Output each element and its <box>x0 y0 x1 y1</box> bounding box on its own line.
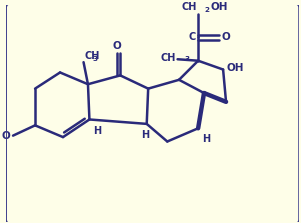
Text: CH: CH <box>84 51 100 61</box>
Text: O: O <box>2 131 11 141</box>
Text: H: H <box>202 134 210 144</box>
Text: C: C <box>188 32 196 42</box>
Text: OH: OH <box>227 63 244 73</box>
Text: O: O <box>221 32 230 42</box>
Text: 3: 3 <box>184 56 189 62</box>
Text: H: H <box>141 130 149 140</box>
Text: CH: CH <box>161 53 176 63</box>
Text: OH: OH <box>210 2 228 12</box>
Text: O: O <box>112 41 121 51</box>
Text: 2: 2 <box>205 7 210 13</box>
Text: 3: 3 <box>93 56 98 62</box>
Text: CH: CH <box>181 2 197 12</box>
Text: H: H <box>93 126 101 136</box>
